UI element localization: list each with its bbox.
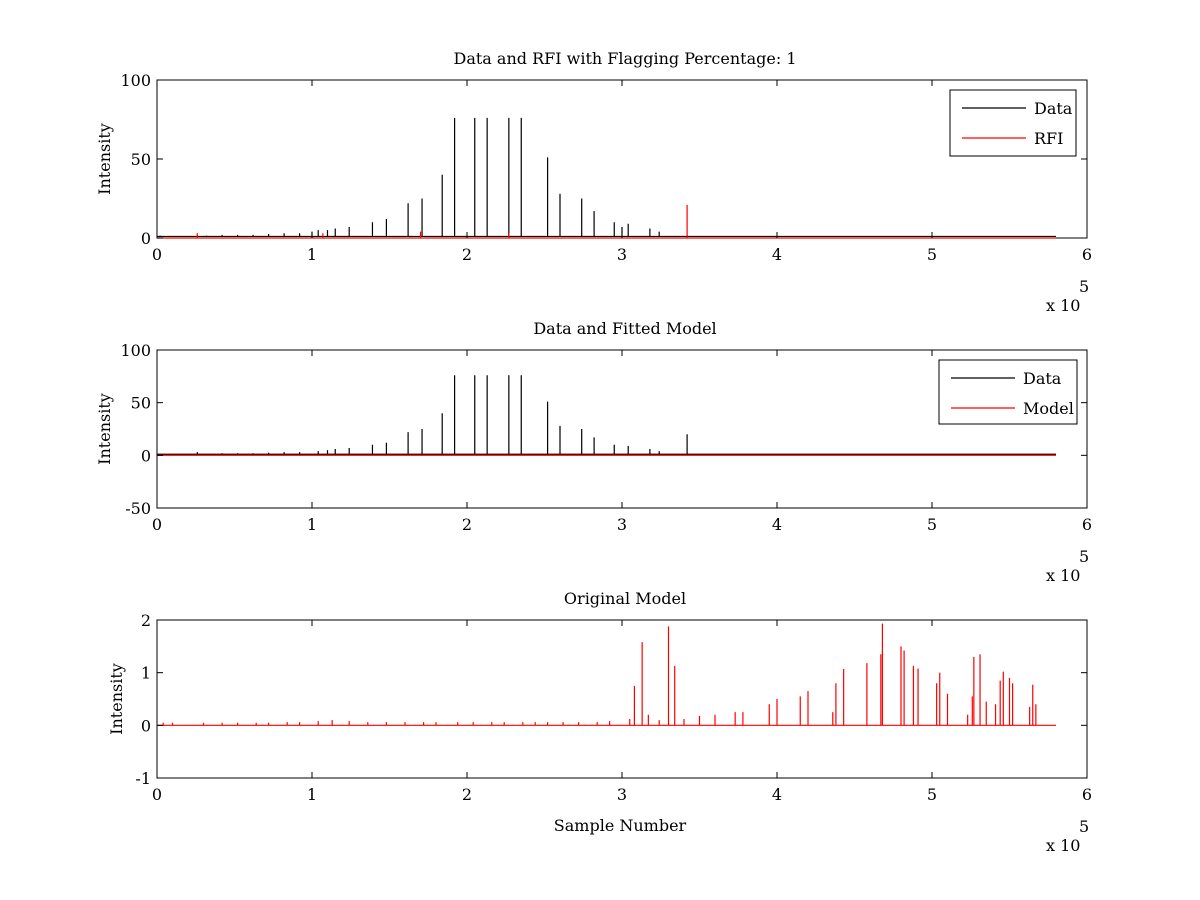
series-line-rfi xyxy=(157,204,1056,239)
x-tick-label: 5 xyxy=(927,515,937,534)
x-axis-label: Sample Number xyxy=(554,816,687,835)
y-tick-label: 1 xyxy=(141,664,151,683)
x-multiplier-exponent: 5 xyxy=(1079,547,1089,566)
x-tick-label: 4 xyxy=(772,245,782,264)
legend-box xyxy=(938,359,1078,425)
x-tick-label: 1 xyxy=(307,245,317,264)
x-tick-label: 4 xyxy=(772,515,782,534)
x-tick-label: 3 xyxy=(617,245,627,264)
legend: Data Model xyxy=(938,359,1078,425)
x-multiplier-exponent: 5 xyxy=(1079,817,1089,836)
x-tick-label: 0 xyxy=(152,785,162,804)
x-tick-label: 6 xyxy=(1082,515,1092,534)
legend-label: RFI xyxy=(1034,129,1063,148)
x-tick-label: 3 xyxy=(617,785,627,804)
series-line-model xyxy=(157,623,1056,726)
legend-label: Data xyxy=(1034,99,1073,118)
x-tick-label: 0 xyxy=(152,515,162,534)
x-multiplier: x 10 xyxy=(1046,836,1080,855)
x-tick-label: 2 xyxy=(462,245,472,264)
chart-title: Data and Fitted Model xyxy=(533,319,716,338)
plot-area xyxy=(156,349,1088,509)
x-tick-label: 0 xyxy=(152,245,162,264)
legend: Data RFI xyxy=(949,89,1077,157)
x-tick-label: 1 xyxy=(307,515,317,534)
legend-box xyxy=(949,89,1077,157)
plot-area xyxy=(156,79,1088,239)
x-tick-label: 2 xyxy=(462,515,472,534)
y-tick-label: 50 xyxy=(131,394,151,413)
x-tick-label: 5 xyxy=(927,785,937,804)
x-tick-label: 3 xyxy=(617,515,627,534)
y-tick-label: 100 xyxy=(120,341,151,360)
y-tick-label: 0 xyxy=(141,716,151,735)
x-tick-label: 1 xyxy=(307,785,317,804)
x-multiplier-exponent: 5 xyxy=(1079,277,1089,296)
y-tick-label: -1 xyxy=(135,769,151,788)
y-tick-label: 0 xyxy=(141,229,151,248)
legend-label: Data xyxy=(1023,369,1062,388)
x-multiplier: x 10 xyxy=(1046,566,1080,585)
x-multiplier: x 10 xyxy=(1046,296,1080,315)
y-tick-label: 100 xyxy=(120,71,151,90)
y-tick-label: -50 xyxy=(125,499,151,518)
x-tick-label: 4 xyxy=(772,785,782,804)
y-axis-label: Intensity xyxy=(107,663,126,735)
plot-area xyxy=(156,619,1088,779)
x-tick-label: 6 xyxy=(1082,245,1092,264)
x-tick-label: 6 xyxy=(1082,785,1092,804)
y-axis-label: Intensity xyxy=(95,123,114,195)
series-line-data xyxy=(157,375,1056,455)
y-tick-label: 2 xyxy=(141,611,151,630)
y-tick-label: 50 xyxy=(131,150,151,169)
legend-label: Model xyxy=(1023,399,1074,418)
chart-title: Data and RFI with Flagging Percentage: 1 xyxy=(453,49,796,68)
x-tick-label: 2 xyxy=(462,785,472,804)
x-tick-label: 5 xyxy=(927,245,937,264)
y-axis-label: Intensity xyxy=(95,393,114,465)
series-line-data xyxy=(157,117,1056,238)
chart-title: Original Model xyxy=(564,589,686,608)
y-tick-label: 0 xyxy=(141,446,151,465)
